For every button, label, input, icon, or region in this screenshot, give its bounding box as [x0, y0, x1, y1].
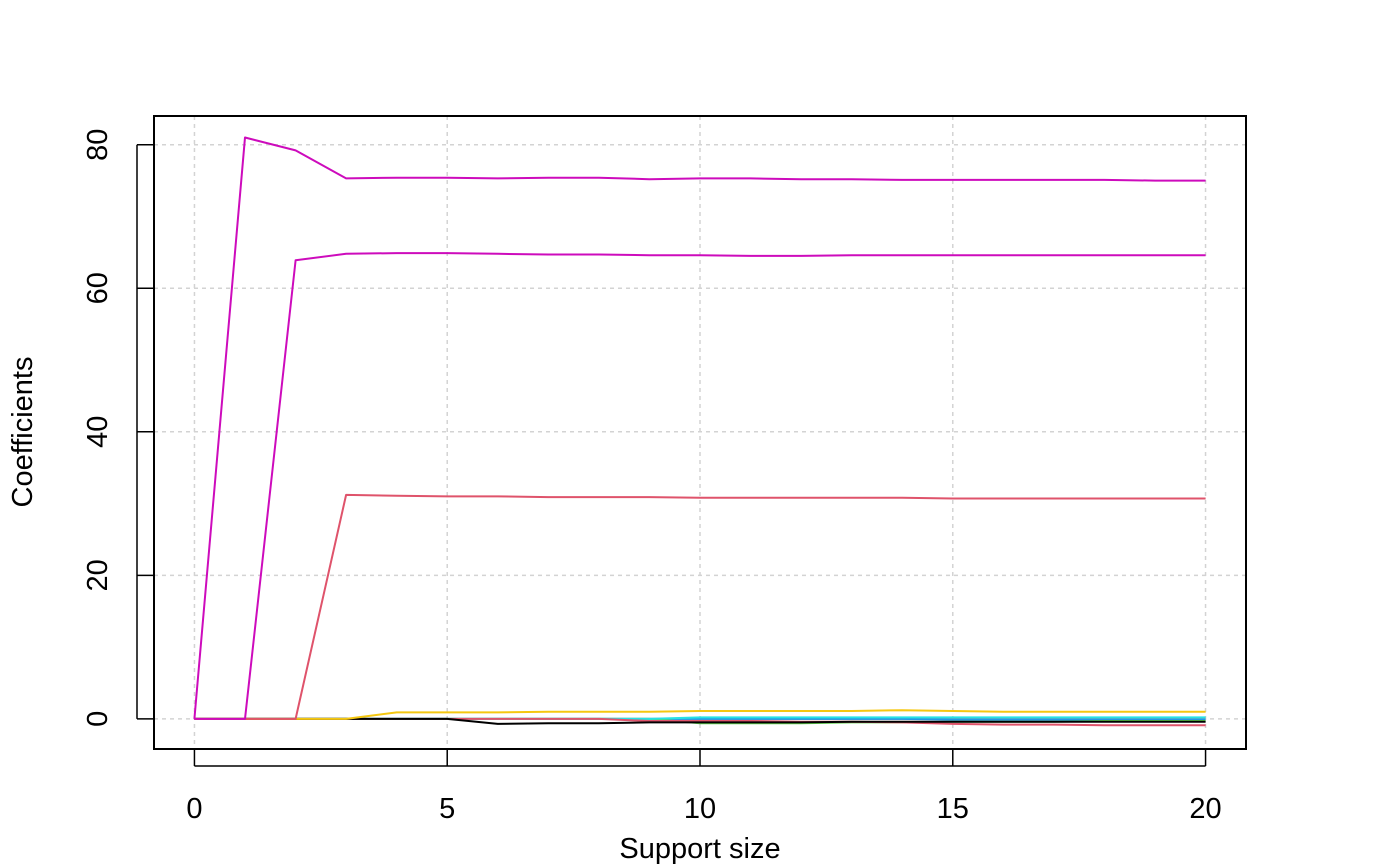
axes: 0 5 10 15 20 0 20 40 60 80 [82, 129, 1222, 825]
x-tick-label: 10 [684, 793, 716, 825]
y-axis-title: Coefficients [7, 357, 39, 508]
series-line-2 [194, 252, 1206, 720]
x-axis-title: Support size [619, 833, 780, 865]
series-line-4 [194, 709, 1206, 720]
series-line-1 [193, 136, 1206, 719]
series-line-3 [194, 493, 1206, 720]
y-tick-label: 80 [82, 129, 114, 161]
y-tick-label: 20 [82, 559, 114, 591]
x-tick-label: 20 [1189, 793, 1221, 825]
y-tick-label: 60 [82, 272, 114, 304]
x-tick-label: 15 [937, 793, 969, 825]
y-tick-label: 40 [82, 416, 114, 448]
series-line-5 [194, 717, 1206, 725]
grid-lines [154, 116, 1246, 749]
x-tick-label: 5 [439, 793, 455, 825]
series-lines [193, 136, 1206, 727]
x-tick-label: 0 [186, 793, 202, 825]
y-tick-label: 0 [82, 711, 114, 727]
